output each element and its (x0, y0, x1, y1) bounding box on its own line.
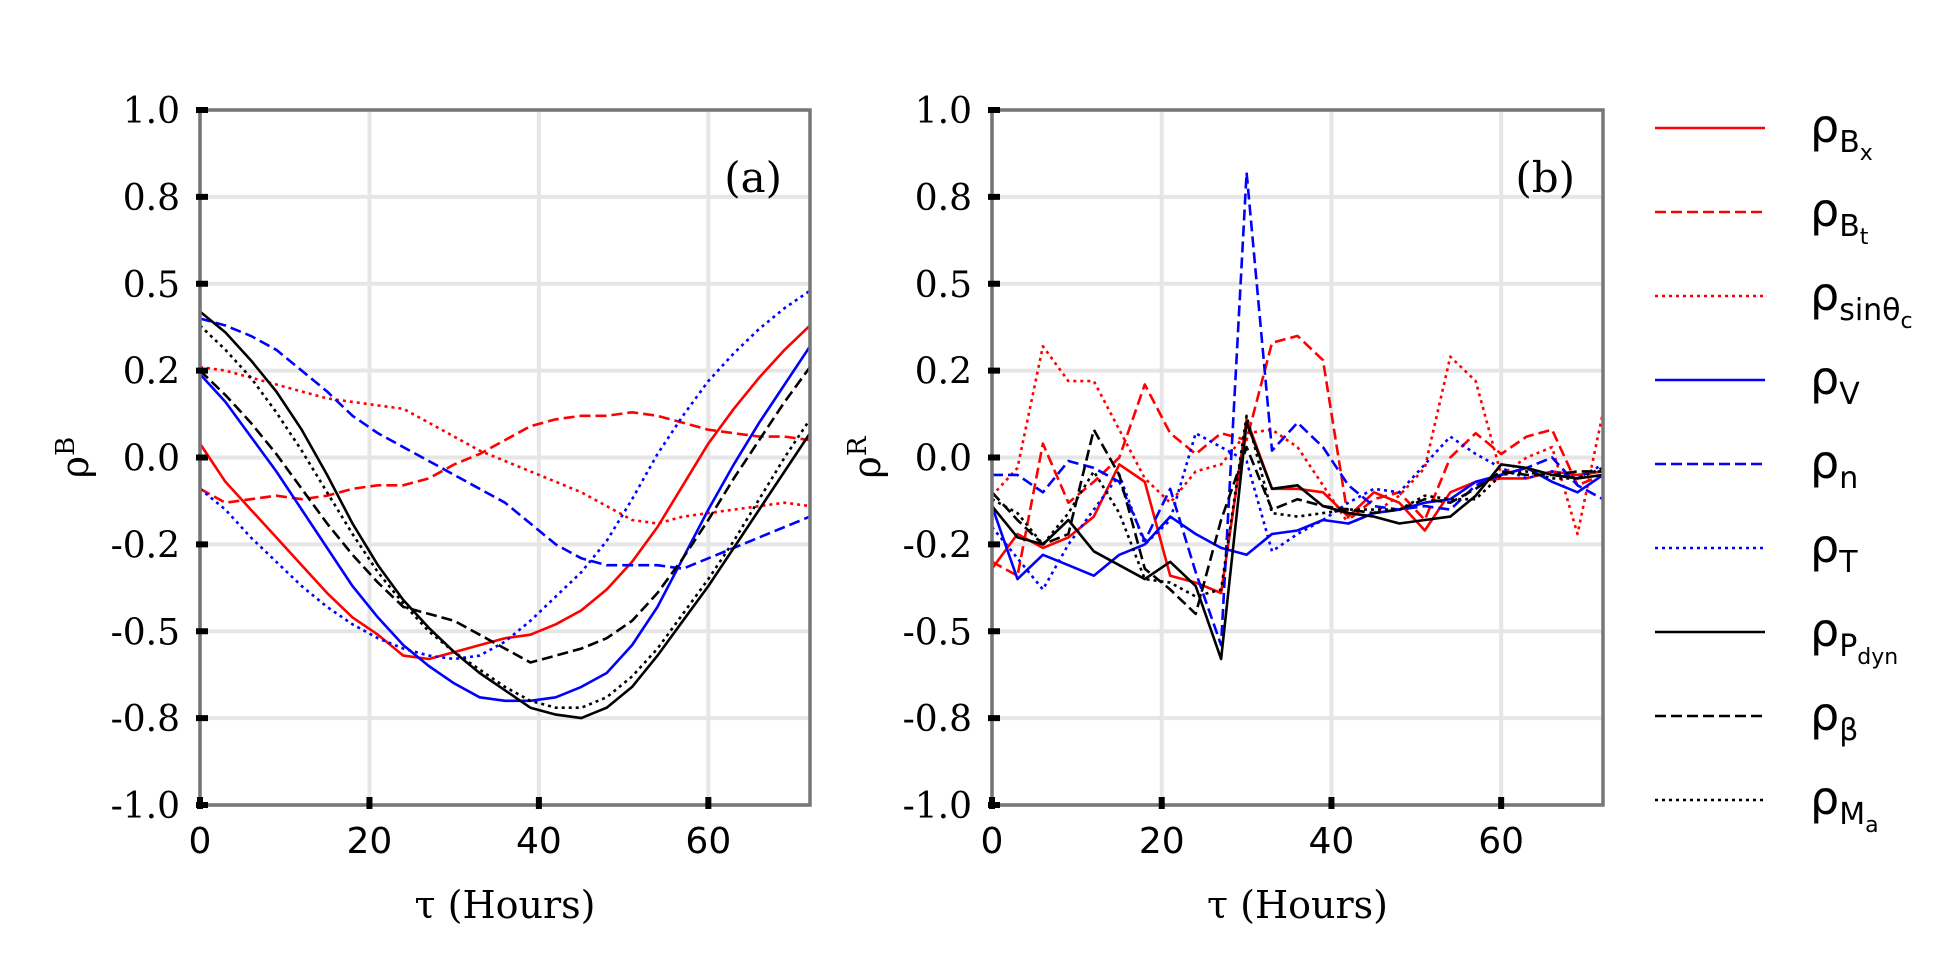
legend-item: ρn (1655, 435, 1858, 496)
x-tick-label: 60 (685, 821, 731, 862)
x-axis-label: τ (Hours) (415, 883, 596, 927)
series-line-sinθc (200, 365, 810, 525)
y-tick-label: 0.8 (915, 178, 972, 219)
legend-item: ρPdyn (1655, 603, 1898, 670)
legend-item: ρsinθc (1655, 267, 1913, 334)
x-tick-label: 40 (1309, 821, 1355, 862)
panel-label: (b) (1515, 153, 1575, 202)
y-tick-label: -0.5 (903, 612, 972, 653)
series-line-Pdyn (200, 310, 810, 720)
y-axis-label: ρB (51, 437, 97, 478)
x-axis-label: τ (Hours) (1207, 883, 1388, 927)
gridlines (990, 108, 1603, 807)
legend-label: ρPdyn (1810, 603, 1898, 670)
y-tick-label: 1.0 (915, 91, 972, 132)
series-line-Ma (992, 414, 1603, 598)
x-tick-label: 20 (1139, 821, 1185, 862)
y-tick-label: -1.0 (903, 786, 972, 827)
series-line-Bx (992, 417, 1603, 595)
series-group (992, 171, 1603, 661)
legend-item: ρBx (1655, 99, 1873, 166)
y-tick-label: 0.0 (915, 439, 972, 480)
series-group (200, 289, 810, 720)
series-line-Bt (200, 410, 810, 505)
x-tick-label: 40 (516, 821, 562, 862)
legend: ρBx ρBt ρsinθc ρV ρn ρT ρPdyn ρβ ρMa (1655, 99, 1913, 838)
series-line-β (992, 428, 1603, 616)
series-line-β (200, 366, 810, 664)
y-tick-label: 1.0 (123, 91, 180, 132)
series-line-sinθc (992, 344, 1603, 536)
y-tick-label: 0.5 (123, 265, 180, 306)
x-tick-label: 0 (981, 821, 1004, 862)
series-line-T (992, 431, 1603, 591)
legend-item: ρBt (1655, 183, 1869, 250)
legend-label: ρBt (1810, 183, 1869, 250)
legend-label: ρV (1810, 351, 1860, 412)
legend-item: ρMa (1655, 771, 1879, 838)
series-line-Ma (200, 324, 810, 710)
y-axis-label: ρR (843, 435, 889, 478)
series-line-V (200, 345, 810, 703)
y-tick-label: 0.2 (915, 352, 972, 393)
legend-item: ρT (1655, 519, 1858, 580)
y-tick-label: 0.8 (123, 178, 180, 219)
panel-label: (a) (724, 153, 782, 202)
legend-label: ρT (1810, 519, 1858, 580)
legend-label: ρn (1810, 435, 1858, 496)
x-tick-label: 0 (189, 821, 212, 862)
legend-label: ρBx (1810, 99, 1873, 166)
y-tick-label: -1.0 (111, 786, 180, 827)
series-line-Bt (992, 334, 1603, 578)
y-tick-label: -0.8 (111, 699, 180, 740)
y-tick-label: -0.2 (903, 525, 972, 566)
y-tick-label: 0.2 (123, 352, 180, 393)
series-line-n (200, 317, 810, 571)
legend-item: ρV (1655, 351, 1860, 412)
legend-item: ρβ (1655, 687, 1858, 748)
x-tick-label: 60 (1478, 821, 1524, 862)
y-tick-label: 0.5 (915, 265, 972, 306)
legend-label: ρMa (1810, 771, 1879, 838)
panel-a: 1.0 0.8 0.5 0.2 0.0 -0.2 -0.5 -0.8 -1.00 20 40 60 τ … (51, 91, 812, 927)
x-tick-label: 20 (347, 821, 393, 862)
y-tick-label: -0.2 (111, 525, 180, 566)
y-tick-label: -0.8 (903, 699, 972, 740)
legend-label: ρsinθc (1810, 267, 1913, 334)
series-line-T (200, 289, 810, 661)
y-tick-label: -0.5 (111, 612, 180, 653)
series-line-Bx (200, 324, 810, 661)
y-tick-label: 0.0 (123, 439, 180, 480)
series-line-Pdyn (992, 421, 1603, 661)
series-line-n (992, 171, 1603, 647)
legend-label: ρβ (1810, 687, 1858, 748)
panel-b: 1.0 0.8 0.5 0.2 0.0 -0.2 -0.5 -0.8 -1.00 20 40 60 τ … (843, 91, 1605, 927)
